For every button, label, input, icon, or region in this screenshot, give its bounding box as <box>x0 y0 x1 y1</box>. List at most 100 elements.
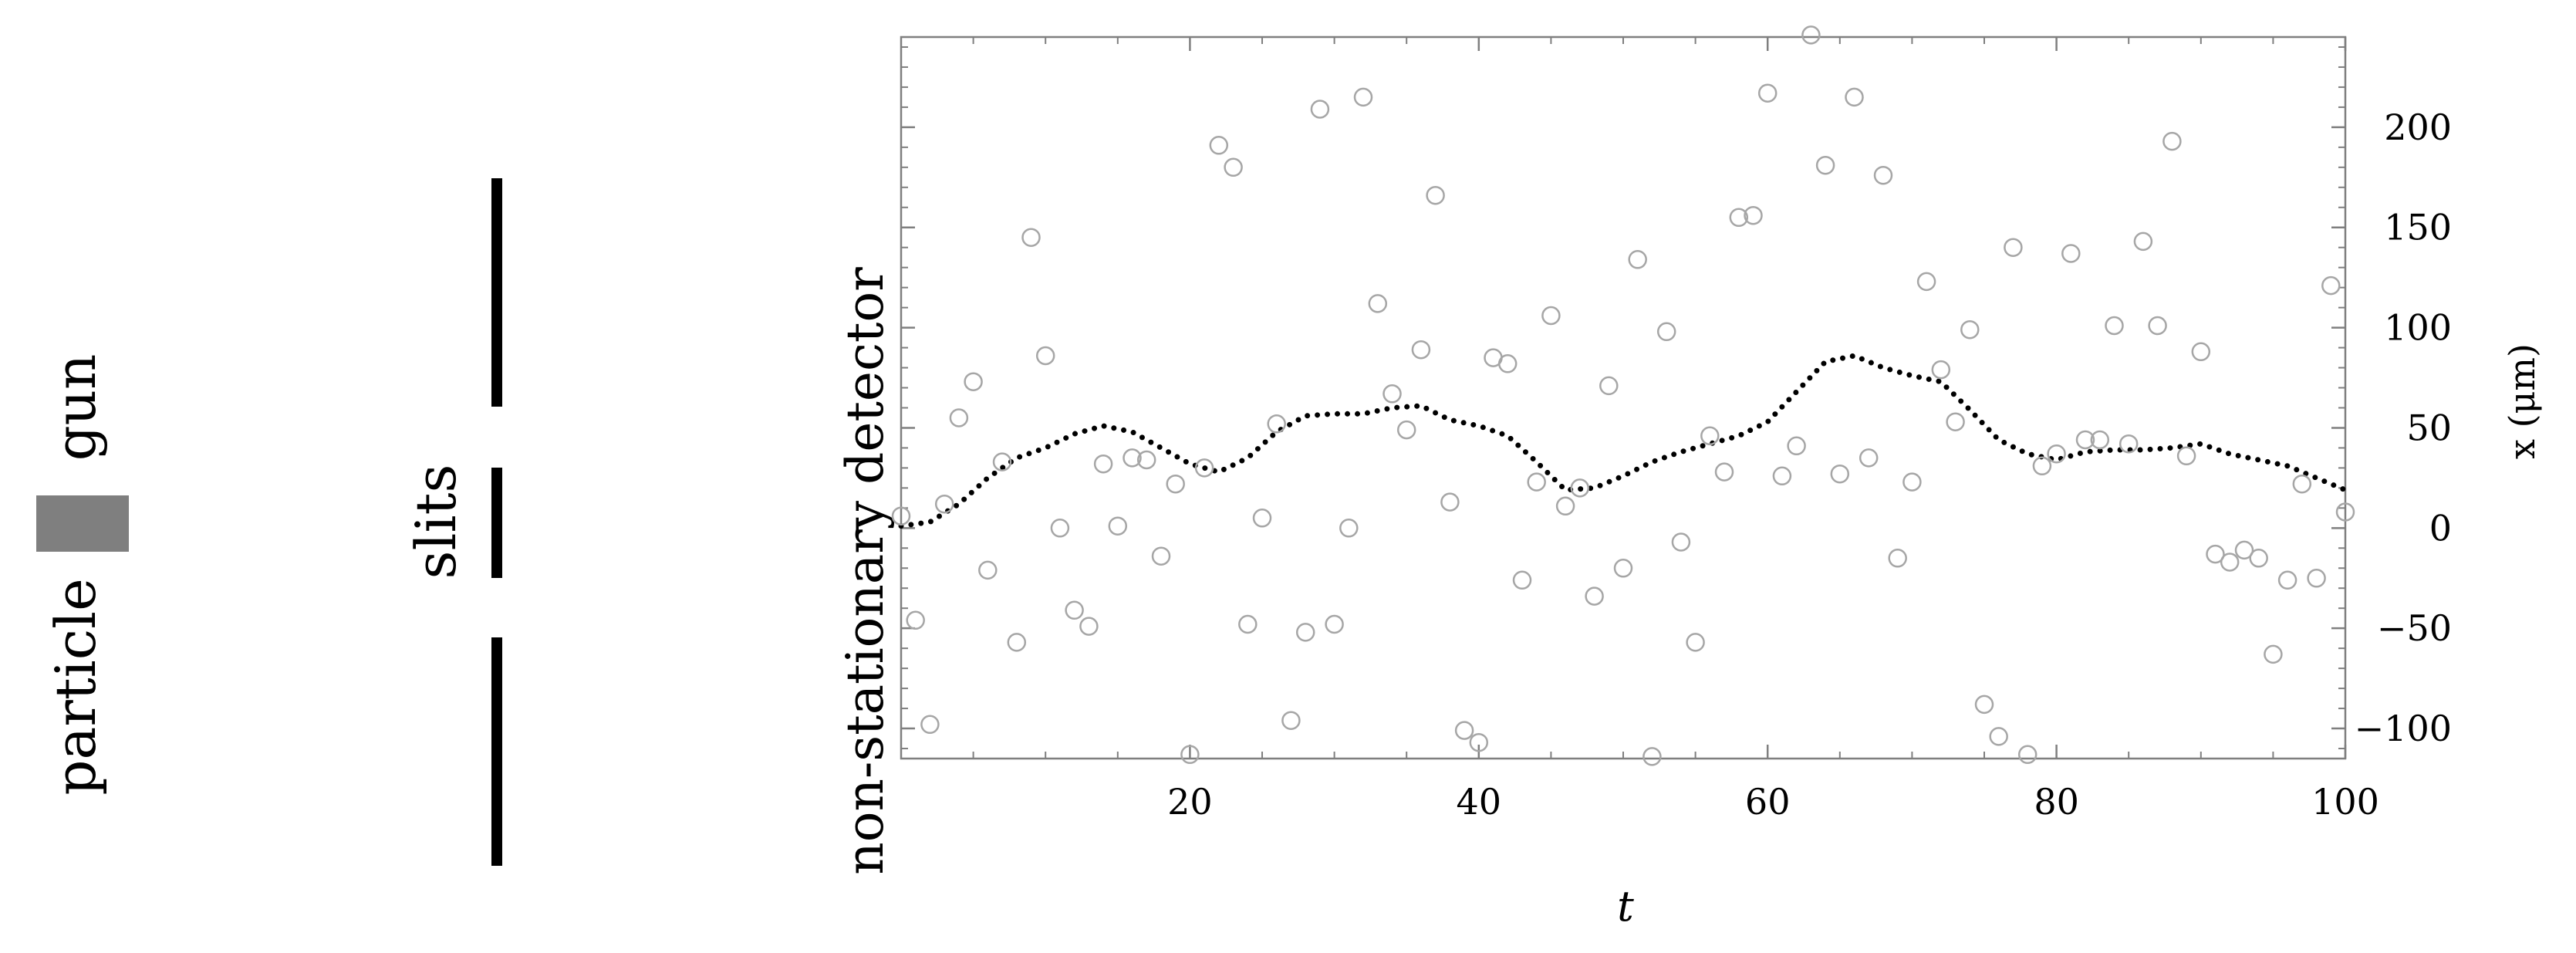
data-point <box>1830 464 1850 484</box>
data-point <box>1050 519 1070 538</box>
data-point <box>1873 165 1893 185</box>
data-point <box>2061 244 2081 263</box>
x-axis-ticks: 20 40 60 80 100 <box>1167 37 2379 823</box>
data-point <box>920 715 940 735</box>
data-point <box>2047 444 2066 464</box>
data-point <box>1411 340 1431 360</box>
data-point <box>934 494 954 514</box>
data-point <box>1801 25 1821 45</box>
data-point <box>1079 617 1099 636</box>
data-point <box>964 372 983 391</box>
data-point <box>2090 430 2110 450</box>
data-point <box>1989 727 2008 746</box>
data-point <box>1440 492 1460 512</box>
data-point <box>1035 346 1055 366</box>
data-point <box>1310 100 1330 119</box>
data-point <box>2277 570 2297 590</box>
data-point <box>1974 694 1994 715</box>
data-point <box>1469 732 1489 752</box>
data-point <box>2004 238 2023 257</box>
data-point <box>1166 474 1185 494</box>
data-point <box>1787 436 1806 456</box>
data-point <box>978 560 998 580</box>
data-point <box>2032 456 2052 476</box>
data-point <box>1570 478 1590 498</box>
data-point <box>1585 586 1604 606</box>
slit-barrier-top <box>491 178 502 407</box>
y-tick-label: 0 <box>2429 507 2452 549</box>
y-axis-label: x (μm) <box>2501 343 2543 459</box>
data-point <box>1642 747 1662 766</box>
data-point <box>1714 462 1734 482</box>
x-tick-label: 80 <box>2034 781 2079 823</box>
data-point <box>1267 414 1286 434</box>
y-tick-label: 100 <box>2384 307 2452 349</box>
data-point <box>1426 185 1445 205</box>
data-point <box>2162 131 2182 151</box>
y-tick-label: 50 <box>2406 407 2452 448</box>
y-tick-label: −50 <box>2377 607 2452 649</box>
data-point <box>1497 354 1518 373</box>
data-point <box>1281 711 1301 730</box>
data-point <box>1368 294 1388 313</box>
data-point <box>1353 87 1373 107</box>
data-point <box>1224 157 1243 177</box>
data-point <box>1613 559 1633 578</box>
y-axis-ticks: −100 −50 0 50 100 150 200 <box>901 106 2452 749</box>
data-point <box>2191 342 2211 362</box>
data-point <box>1671 532 1691 552</box>
y-tick-label: −100 <box>2355 708 2452 749</box>
data-point <box>1295 623 1315 642</box>
data-point <box>1180 745 1200 765</box>
y-tick-label: 200 <box>2384 106 2452 148</box>
x-tick-label: 40 <box>1457 781 1502 823</box>
data-point <box>1656 322 1676 342</box>
data-point <box>1599 376 1619 396</box>
data-point <box>1541 306 1561 326</box>
data-point <box>1946 412 1965 431</box>
data-point <box>891 506 911 526</box>
data-point <box>1700 426 1720 446</box>
data-point <box>1383 384 1402 404</box>
data-point <box>2321 275 2341 296</box>
data-point <box>1194 458 1214 478</box>
data-point <box>1123 448 1142 468</box>
data-point <box>1209 136 1229 155</box>
data-point <box>2234 540 2254 560</box>
data-point <box>1238 614 1258 634</box>
dotted-series-line <box>898 353 2348 529</box>
x-tick-label: 100 <box>2311 781 2379 823</box>
data-point <box>1512 570 1532 590</box>
data-point <box>1093 454 1113 474</box>
data-point <box>2176 446 2196 466</box>
data-point <box>2249 549 2268 568</box>
data-point <box>1960 319 1980 340</box>
y-tick-label: 150 <box>2384 207 2452 248</box>
data-point <box>2206 544 2225 564</box>
x-axis-label: t <box>1617 882 1634 931</box>
data-point <box>1916 272 1936 292</box>
data-point <box>1931 360 1951 380</box>
data-point <box>2119 434 2139 454</box>
data-point <box>1252 509 1272 528</box>
data-point <box>1888 549 1907 568</box>
data-point <box>1628 250 1647 269</box>
data-point <box>2133 231 2153 252</box>
slit-barrier-middle <box>491 468 502 578</box>
data-point <box>1729 208 1749 228</box>
data-point <box>2075 430 2095 450</box>
data-point <box>1772 466 1792 486</box>
data-point <box>1151 546 1171 566</box>
data-point <box>949 408 969 427</box>
data-point <box>1454 721 1474 740</box>
data-point <box>992 452 1012 471</box>
data-point <box>1744 205 1763 225</box>
data-point <box>1527 472 1546 492</box>
data-point <box>906 610 925 630</box>
data-point <box>2220 553 2240 572</box>
data-point <box>2307 569 2326 588</box>
plot-frame <box>900 35 2347 760</box>
data-point <box>2017 745 2038 765</box>
data-point <box>1396 420 1416 440</box>
